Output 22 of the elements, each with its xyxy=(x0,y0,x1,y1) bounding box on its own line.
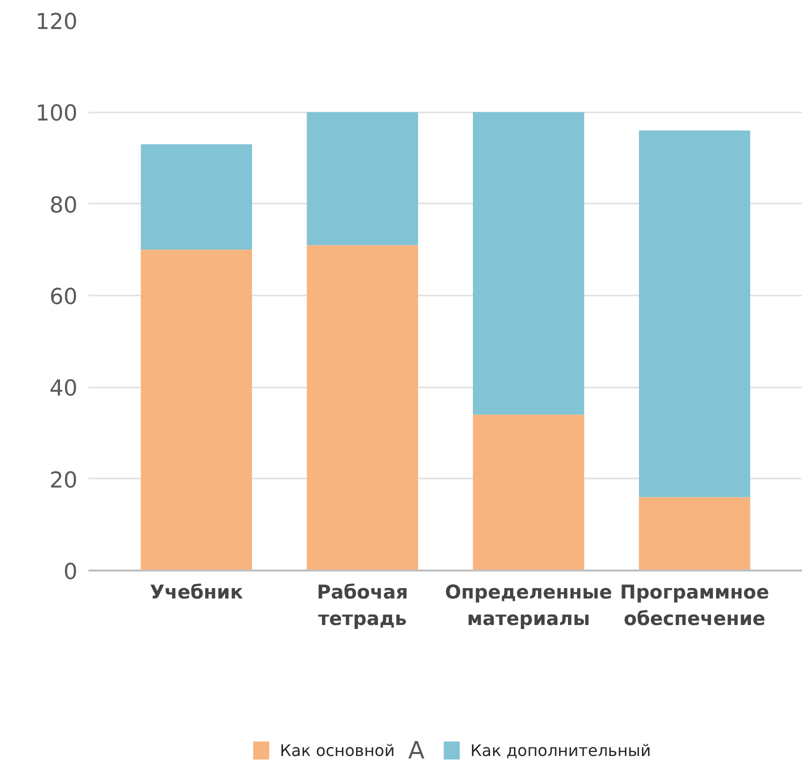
x-tick-label: Учебник xyxy=(150,582,244,604)
bar xyxy=(638,497,750,570)
bar xyxy=(306,245,418,570)
bar xyxy=(140,144,252,250)
y-tick-label: 0 xyxy=(64,560,78,585)
x-tick-label: Программное обеспечение xyxy=(620,582,770,630)
y-tick-label: 120 xyxy=(36,10,78,35)
legend-label: Как основной xyxy=(280,741,395,760)
y-tick-label: 40 xyxy=(50,376,78,402)
bar xyxy=(306,112,418,246)
y-tick-label: 80 xyxy=(50,193,78,218)
bar xyxy=(472,414,584,570)
text: А xyxy=(408,736,426,764)
y-tick-label: 60 xyxy=(50,285,78,310)
y-tick-label: 100 xyxy=(36,102,78,127)
bar xyxy=(472,112,584,415)
bar xyxy=(638,130,750,498)
bar xyxy=(140,250,252,570)
y-tick-label: 20 xyxy=(50,468,78,494)
legend-label: Как дополнительный xyxy=(470,741,651,760)
x-tick-label: Рабочая тетрадь xyxy=(316,582,408,630)
x-tick-label: Определенные материалы xyxy=(444,582,612,630)
